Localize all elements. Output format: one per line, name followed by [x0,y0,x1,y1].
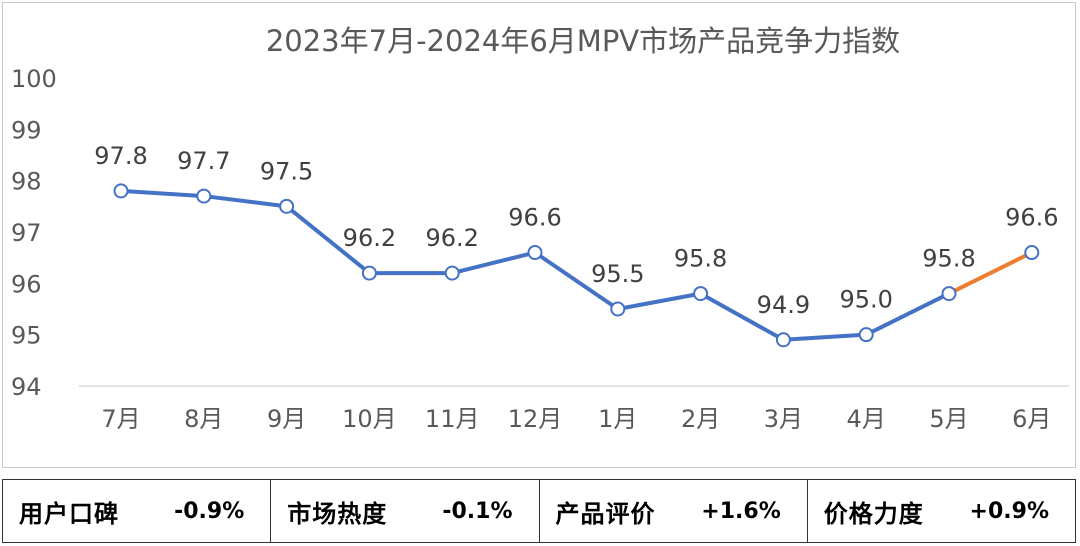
data-label: 97.5 [260,157,313,185]
x-tick-label: 9月 [267,405,306,433]
data-label: 95.8 [674,245,727,273]
y-tick-label: 96 [11,270,42,298]
data-point [941,286,957,302]
metric-product-rating: 产品评价 +1.6% [540,480,808,542]
data-point [444,265,460,281]
data-label: 96.6 [508,204,561,232]
metric-label: 价格力度 [823,499,924,528]
x-tick-label: 3月 [764,405,803,433]
data-label: 96.6 [1005,204,1058,232]
y-tick-label: 99 [11,116,42,144]
x-tick-label: 2月 [681,405,720,433]
series-line-highlight [947,250,1034,296]
y-tick-label: 98 [11,168,42,196]
data-point [527,245,543,261]
y-tick-label: 95 [11,322,42,350]
metric-value: +0.9% [969,498,1049,524]
data-point [693,286,709,302]
data-label: 95.0 [839,286,892,314]
data-point [196,188,212,204]
y-tick-label: 100 [11,65,57,93]
data-label: 97.8 [94,142,147,170]
data-label: 95.8 [922,245,975,273]
metric-price-strength: 价格力度 +0.9% [808,480,1075,542]
data-label: 96.2 [425,224,478,252]
x-tick-label: 1月 [598,405,637,433]
competitiveness-line-chart: 2023年7月-2024年6月MPV市场产品竞争力指数 94 95 96 97 98 99… [11,24,1069,433]
x-tick-label: 11月 [425,405,480,433]
data-point [113,183,129,199]
y-tick-label: 97 [11,219,42,247]
data-point [775,332,791,348]
data-label: 95.5 [591,260,644,288]
data-label: 96.2 [343,224,396,252]
x-tick-label: 10月 [342,405,397,433]
data-point [361,265,377,281]
metric-label: 产品评价 [555,499,656,528]
metric-label: 用户口碑 [19,499,119,528]
x-tick-label: 12月 [508,405,563,433]
data-label: 97.7 [177,147,230,175]
x-tick-label: 8月 [184,405,223,433]
metric-value: -0.9% [174,498,245,524]
data-point [858,327,874,343]
metric-value: -0.1% [442,498,513,524]
y-tick-label: 94 [11,373,42,401]
chart-title: 2023年7月-2024年6月MPV市场产品竞争力指数 [266,24,900,58]
chart-frame: 2023年7月-2024年6月MPV市场产品竞争力指数 94 95 96 97 98 99… [2,2,1076,468]
x-tick-label: 7月 [101,405,140,433]
metric-user-reputation: 用户口碑 -0.9% [3,480,272,542]
x-tick-label: 4月 [847,405,886,433]
x-tick-label: 5月 [929,405,968,433]
data-label: 94.9 [757,291,810,319]
metric-label: 市场热度 [287,499,388,528]
metric-market-heat: 市场热度 -0.1% [271,480,540,542]
data-point [610,301,626,317]
x-tick-label: 6月 [1012,405,1051,433]
metric-value: +1.6% [701,498,781,524]
data-point [1024,245,1040,261]
metrics-table: 用户口碑 -0.9% 市场热度 -0.1% 产品评价 +1.6% 价格力度 +0… [2,479,1076,543]
data-point [279,198,295,214]
